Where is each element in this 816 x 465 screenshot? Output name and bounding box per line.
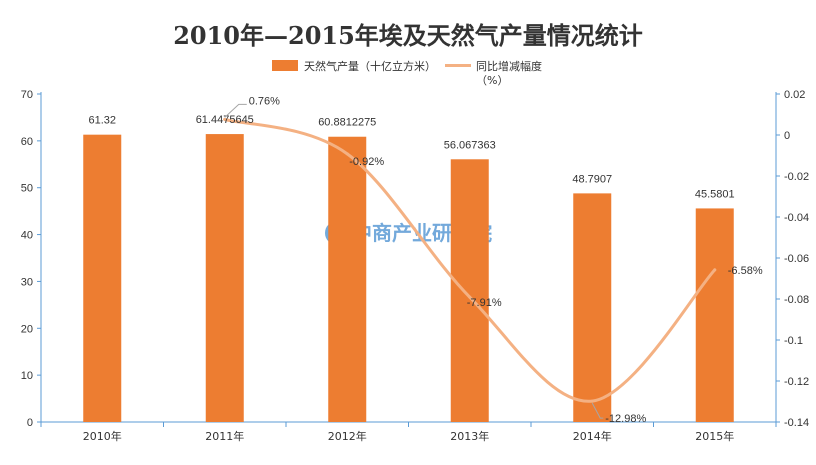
pct-value-label: -12.98% xyxy=(605,413,646,425)
chart-title: 2010年—2015年埃及天然气产量情况统计 xyxy=(173,21,643,50)
pct-value-label: -7.91% xyxy=(467,297,502,309)
bar xyxy=(83,134,122,422)
bar-value-label: 61.4475645 xyxy=(196,114,254,126)
y-left-tick-label: 60 xyxy=(21,136,33,148)
y-left-tick-label: 70 xyxy=(21,89,33,101)
pct-value-label: -6.58% xyxy=(728,265,763,277)
legend-bar-swatch xyxy=(272,60,298,71)
y-right-tick-label: -0.1 xyxy=(784,335,803,347)
bar xyxy=(573,193,612,422)
line-point xyxy=(223,117,227,121)
y-right-tick-label: 0 xyxy=(784,130,790,142)
bar-series xyxy=(83,134,734,422)
y-right-tick-label: -0.12 xyxy=(784,376,809,388)
bar-value-label: 61.32 xyxy=(88,115,116,127)
y-left-tick-label: 10 xyxy=(21,370,33,382)
data-labels: 61.32 61.4475645 60.8812275 56.067363 48.790… xyxy=(88,95,762,425)
line-series xyxy=(223,117,717,403)
pct-value-label: 0.76% xyxy=(249,95,280,107)
line-point xyxy=(345,152,349,156)
y-right-tick-label: -0.02 xyxy=(784,171,809,183)
x-tick-label: 2011年 xyxy=(205,429,244,443)
y-right-tick-label: -0.04 xyxy=(784,212,809,224)
y-left-tick-label: 30 xyxy=(21,276,33,288)
x-tick-label: 2013年 xyxy=(450,429,489,443)
pct-leader-line xyxy=(224,103,247,118)
pct-leader-line xyxy=(591,402,604,419)
y-right-tick-label: -0.06 xyxy=(784,253,809,265)
bar-value-label: 60.8812275 xyxy=(318,117,376,129)
y-left-tick-label: 20 xyxy=(21,323,33,335)
legend-bar-label: 天然气产量（十亿立方米） xyxy=(304,59,436,73)
line-point xyxy=(590,399,594,403)
legend-line-label: 同比增减幅度（%） xyxy=(476,59,542,87)
bar xyxy=(328,136,367,422)
x-tick-label: 2015年 xyxy=(695,429,734,443)
y-left-tick-label: 50 xyxy=(21,183,33,195)
bar-value-label: 56.067363 xyxy=(444,139,496,151)
x-tick-label: 2012年 xyxy=(328,429,367,443)
y-right-tick-label: -0.14 xyxy=(784,417,809,429)
y-left-tick-label: 0 xyxy=(27,417,33,429)
y-right-tick-label: -0.08 xyxy=(784,294,809,306)
bar-value-label: 45.5801 xyxy=(695,188,735,200)
bar xyxy=(205,134,244,422)
legend-line-label-line1: 同比增减幅度 xyxy=(476,59,542,73)
y-left-tick-label: 40 xyxy=(21,230,33,242)
y-right-tick-label: 0.02 xyxy=(784,89,805,101)
line-point xyxy=(468,295,472,299)
bar xyxy=(695,208,734,422)
line-point xyxy=(713,268,717,272)
x-tick-label: 2014年 xyxy=(573,429,612,443)
legend: 天然气产量（十亿立方米） 同比增减幅度（%） xyxy=(272,59,542,87)
bar xyxy=(450,159,489,422)
x-tick-label: 2010年 xyxy=(83,429,122,443)
axes: 0 10 20 30 40 50 60 70 0.02 0 -0.02 -0.04 -0.06 -0.08… xyxy=(21,89,809,443)
bar-value-label: 48.7907 xyxy=(572,173,612,185)
legend-line-label-line2: （%） xyxy=(476,74,508,87)
pct-value-label: -0.92% xyxy=(349,156,384,168)
